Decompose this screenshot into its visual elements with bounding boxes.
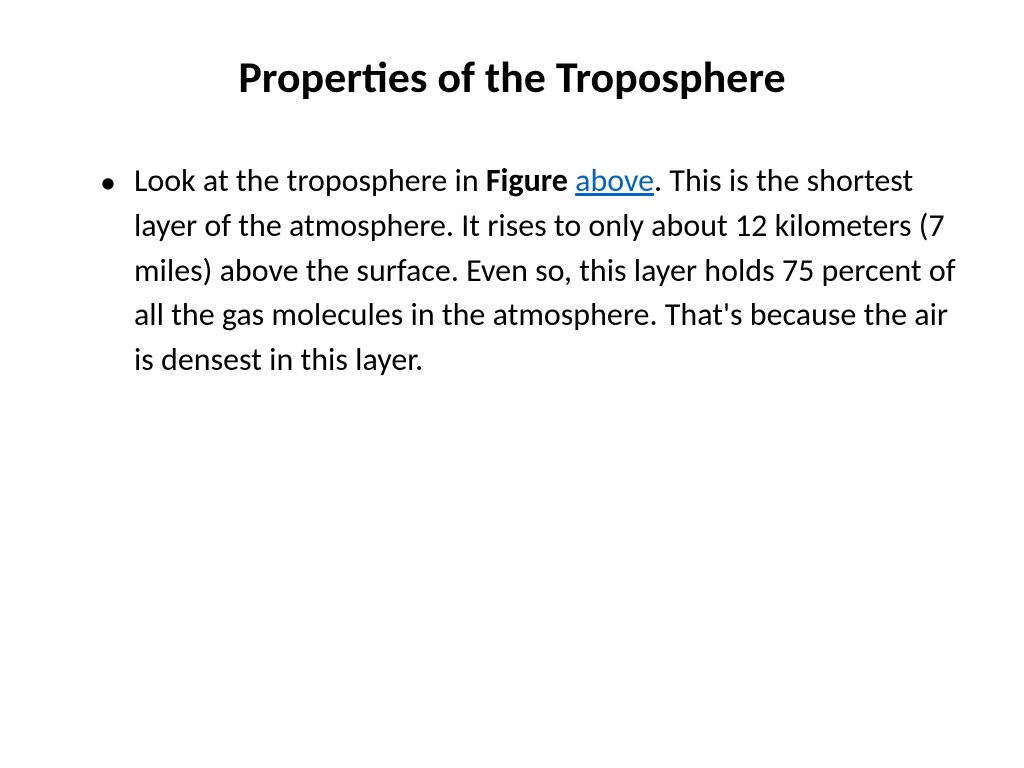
slide-title: Properties of the Troposphere xyxy=(60,50,964,104)
bullet-marker: • xyxy=(100,161,116,206)
slide-content: • Look at the troposphere in Figure abov… xyxy=(60,159,964,383)
bullet-item: • Look at the troposphere in Figure abov… xyxy=(100,159,964,383)
bullet-text: Look at the troposphere in Figure above.… xyxy=(134,159,964,383)
figure-bold: Figure xyxy=(486,161,568,200)
text-segment-1: Look at the troposphere in xyxy=(134,161,486,200)
above-link[interactable]: above xyxy=(575,161,654,200)
